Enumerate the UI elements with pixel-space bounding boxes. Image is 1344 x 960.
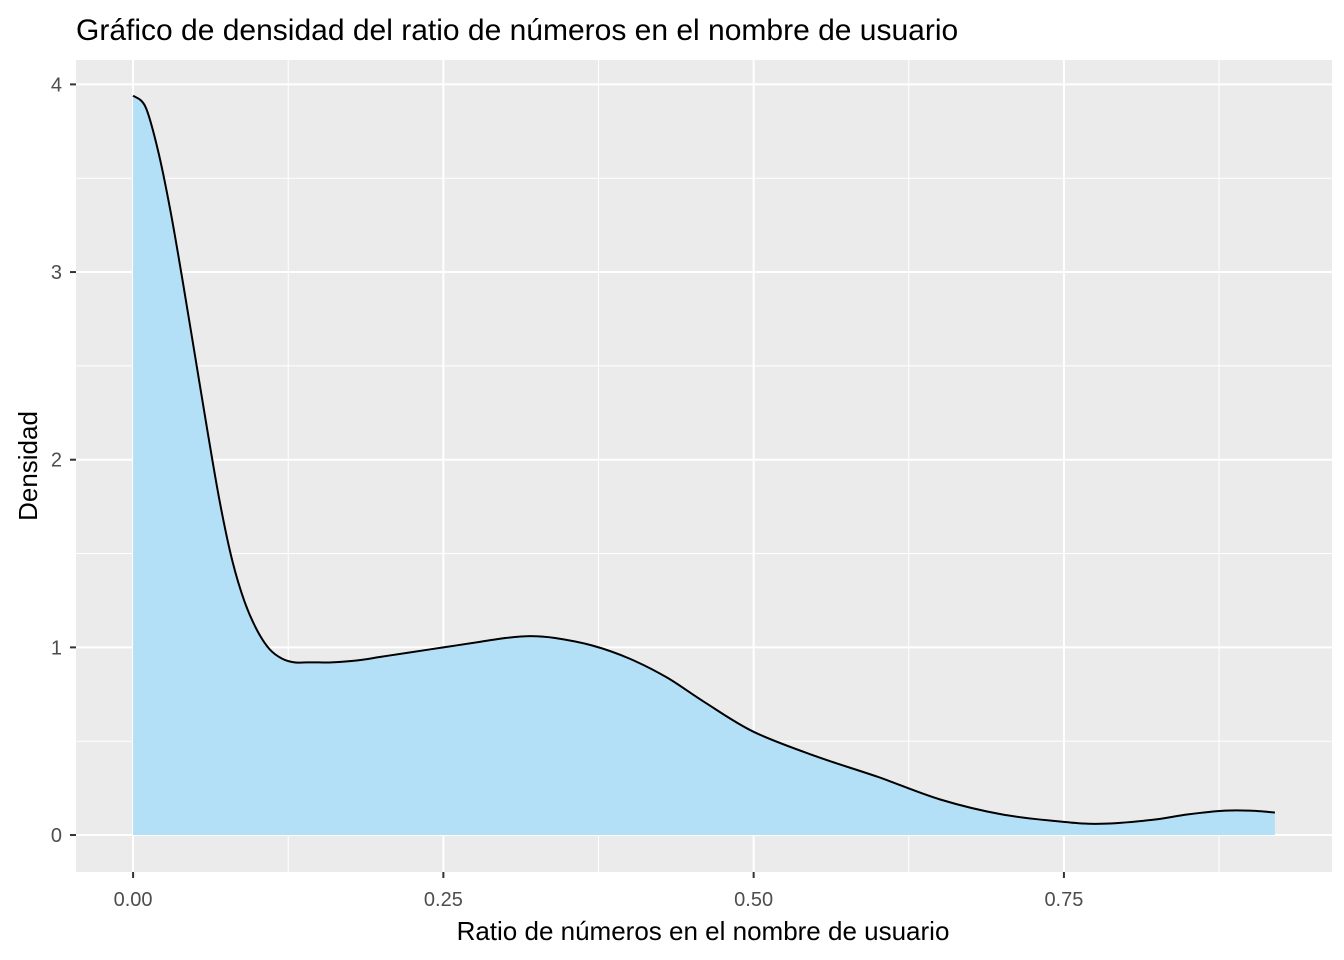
chart-title: Gráfico de densidad del ratio de números… bbox=[76, 14, 958, 47]
y-tick-label: 2 bbox=[51, 450, 62, 472]
x-tick-label: 0.25 bbox=[424, 889, 463, 911]
y-tick-label: 3 bbox=[51, 262, 62, 284]
y-tick-label: 4 bbox=[51, 74, 62, 96]
x-tick-label: 0.75 bbox=[1044, 889, 1083, 911]
x-axis: 0.00 0.25 0.50 0.75 bbox=[114, 872, 1083, 911]
x-tick-label: 0.00 bbox=[114, 889, 153, 911]
y-axis: 0 1 2 3 4 bbox=[51, 74, 76, 847]
y-axis-title: Densidad bbox=[13, 411, 43, 521]
x-axis-title: Ratio de números en el nombre de usuario bbox=[457, 916, 950, 946]
y-tick-label: 1 bbox=[51, 637, 62, 659]
minor-gridlines bbox=[76, 60, 1332, 872]
y-tick-label: 0 bbox=[51, 825, 62, 847]
density-area bbox=[133, 95, 1275, 836]
density-line bbox=[132, 94, 1275, 825]
x-tick-label: 0.50 bbox=[734, 889, 773, 911]
